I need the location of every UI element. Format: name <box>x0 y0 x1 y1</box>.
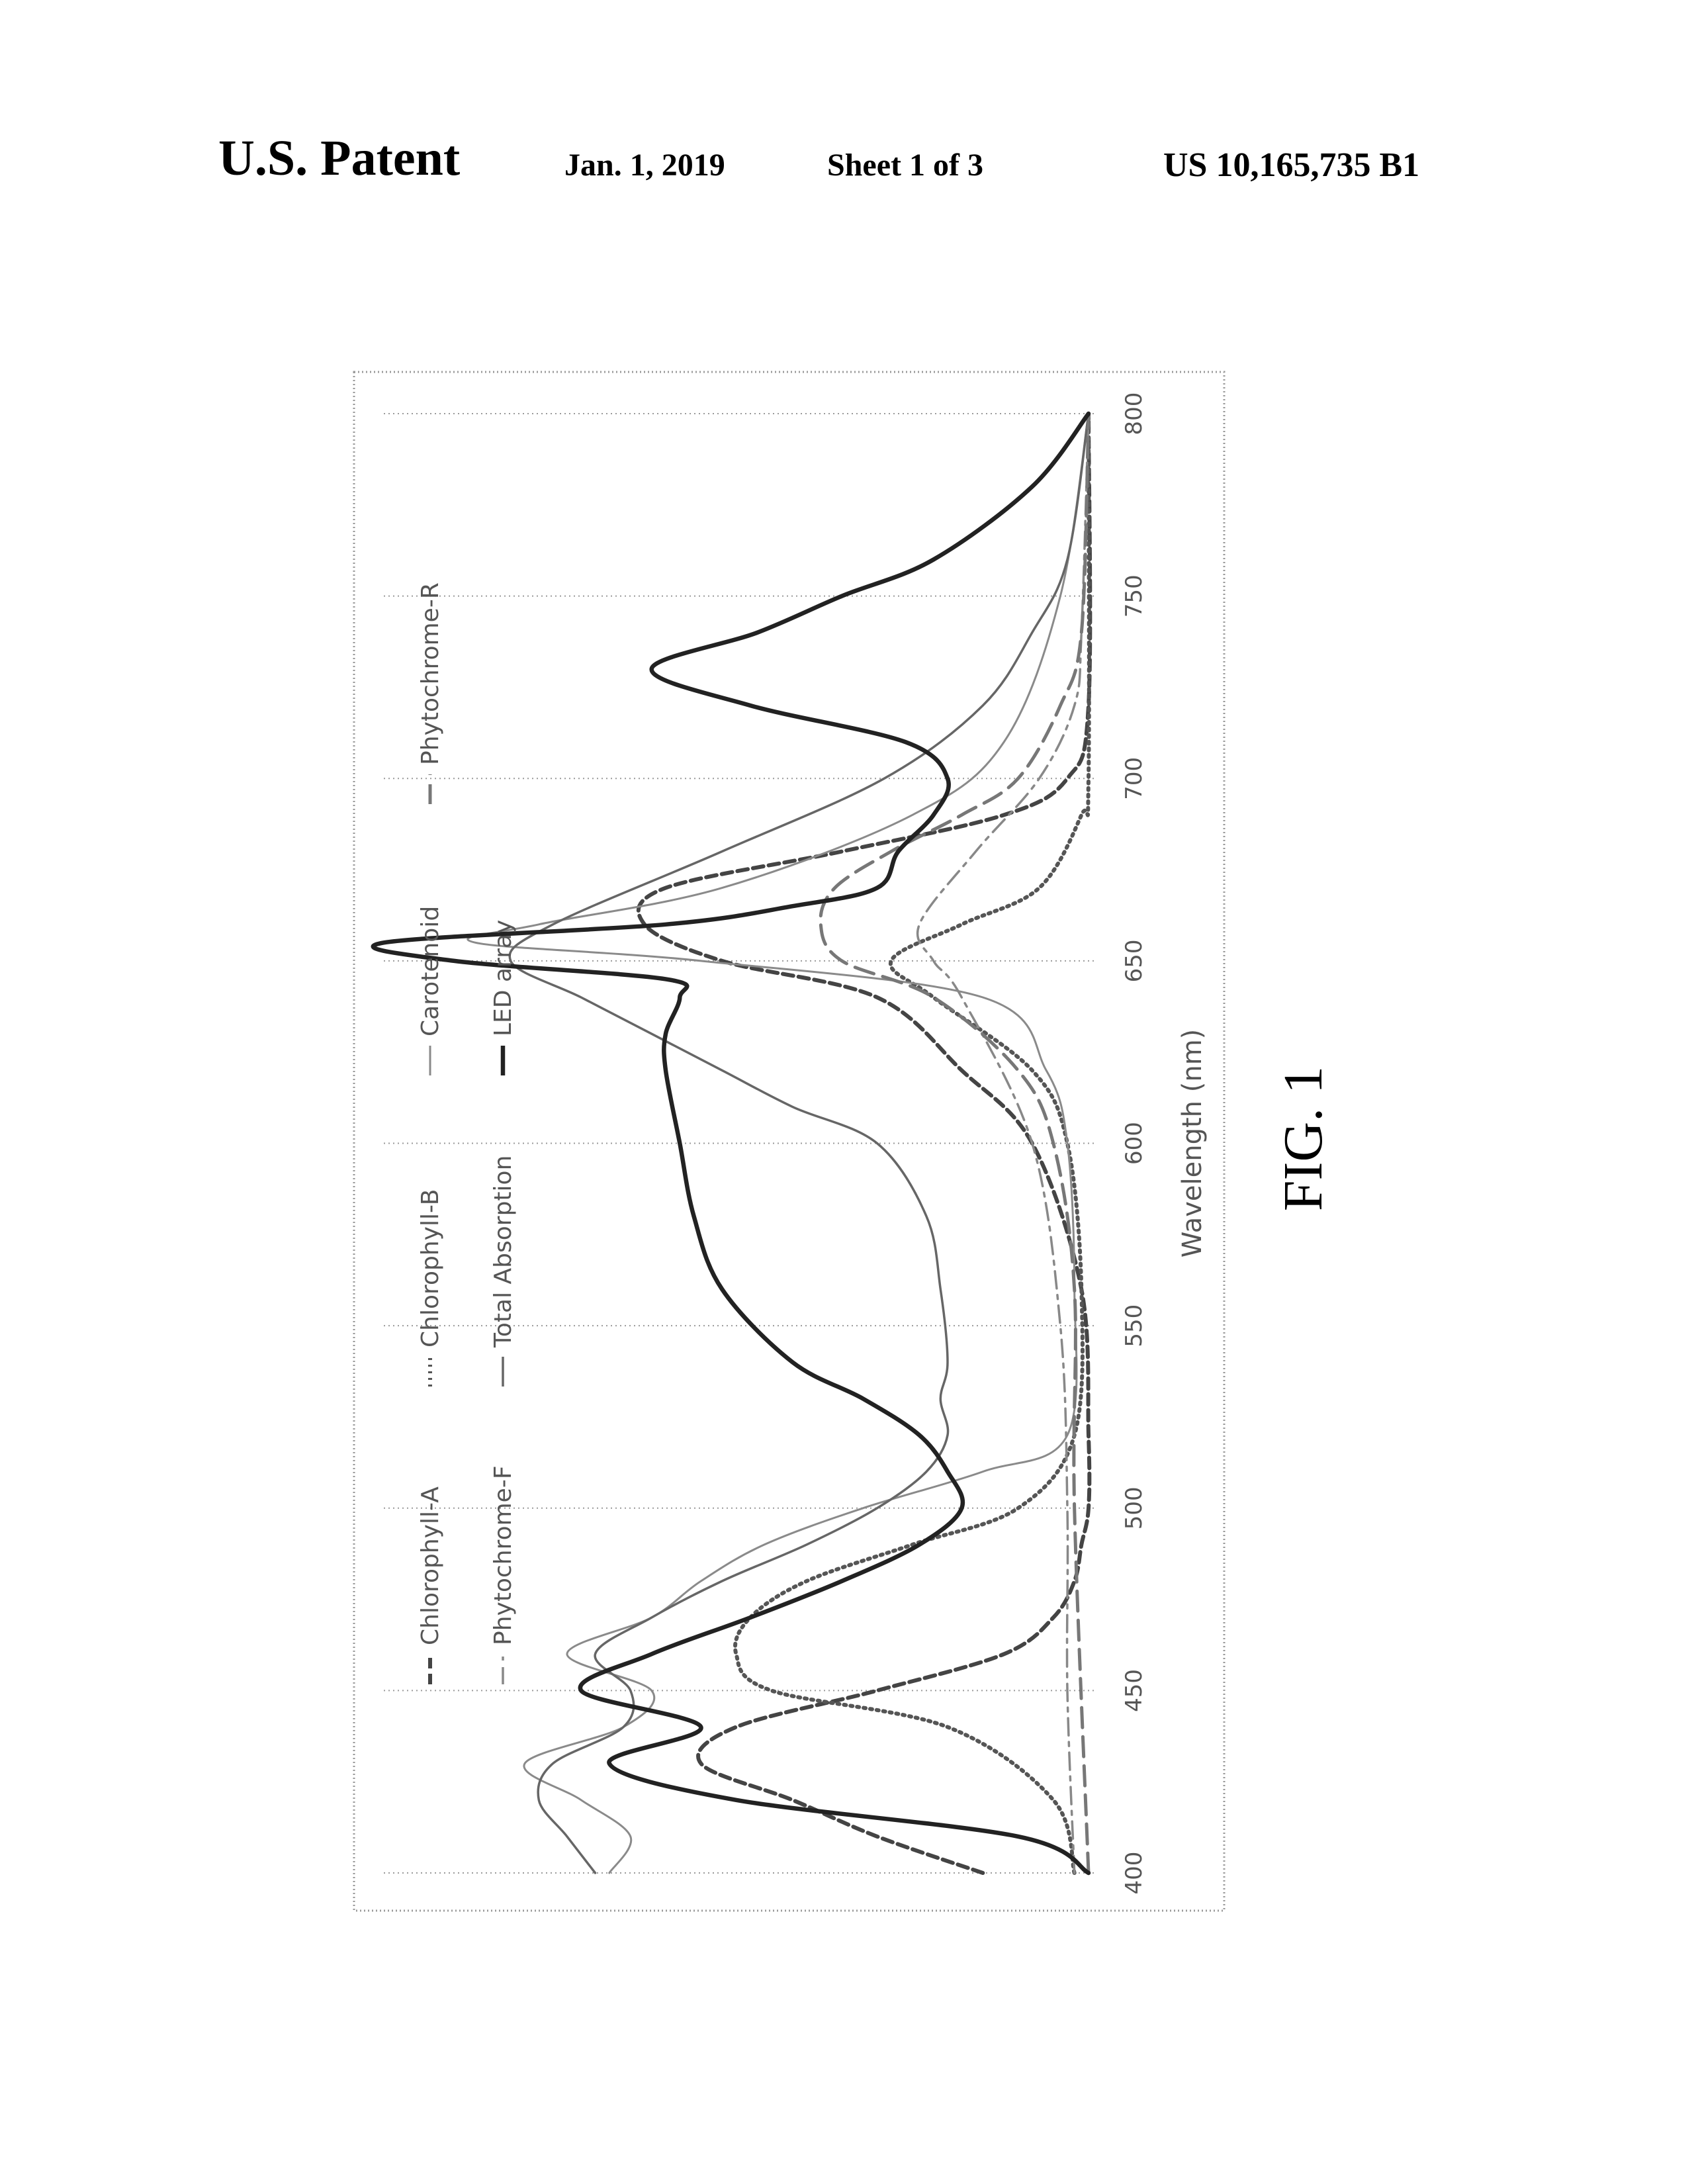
legend-label: Carotenoid <box>417 906 444 1036</box>
x-tick-label: 450 <box>1121 1669 1147 1712</box>
chart-frame <box>354 372 1224 1911</box>
x-tick-label: 800 <box>1121 392 1147 435</box>
x-axis-title: Wavelength (nm) <box>1177 1029 1208 1258</box>
legend-label: Total Absorption <box>490 1156 517 1348</box>
legend-label: Phytochrome-F <box>490 1465 517 1645</box>
series-line-led-array <box>373 414 1089 1873</box>
x-tick-label: 650 <box>1121 939 1147 982</box>
x-tick-label: 600 <box>1121 1122 1147 1165</box>
x-tick-label: 700 <box>1121 757 1147 800</box>
series-line-chlorophyll-a <box>639 414 1091 1873</box>
x-tick-label: 550 <box>1121 1304 1147 1347</box>
figure-caption-text: FIG. 1 <box>1272 1066 1336 1210</box>
figure-caption: FIG. 1 <box>1261 1052 1347 1224</box>
x-tick-label: 500 <box>1121 1486 1147 1529</box>
x-tick-label: 400 <box>1121 1852 1147 1895</box>
legend-label: Chlorophyll-A <box>417 1486 444 1645</box>
x-tick-label: 750 <box>1121 574 1147 617</box>
legend-label: Phytochrome-R <box>417 582 444 765</box>
legend-label: LED array <box>490 920 517 1036</box>
legend-label: Chlorophyll-B <box>417 1189 444 1347</box>
